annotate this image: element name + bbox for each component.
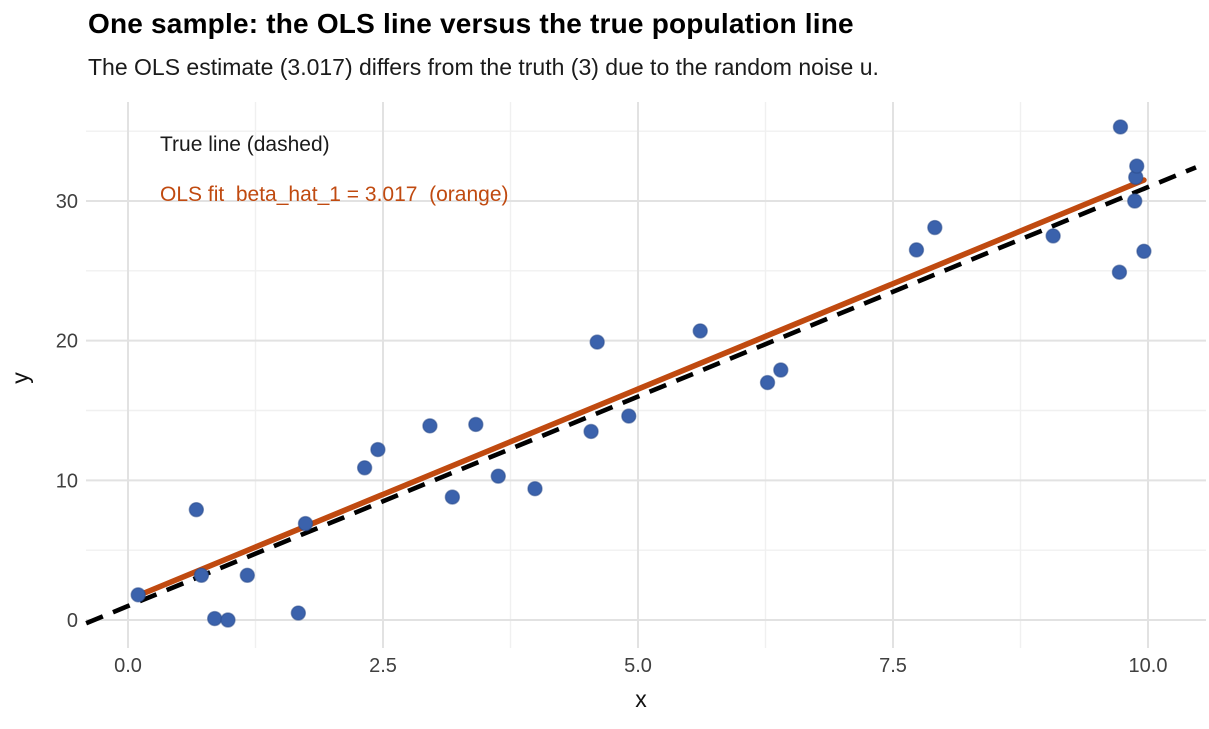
point-layer <box>130 119 1152 628</box>
x-tick-label: 2.5 <box>369 655 397 677</box>
x-tick-label: 0.0 <box>114 655 142 677</box>
data-point <box>290 605 307 621</box>
data-point <box>468 416 484 433</box>
grid-layer <box>86 102 1206 648</box>
true-line <box>85 165 1197 626</box>
data-point <box>220 612 236 628</box>
data-point <box>908 242 925 258</box>
data-point <box>188 501 205 518</box>
data-point <box>692 323 708 339</box>
x-axis-title: x <box>635 686 647 712</box>
y-tick-label: 10 <box>56 470 78 492</box>
y-tick-label: 30 <box>56 191 78 213</box>
data-point <box>490 468 506 484</box>
data-point <box>1136 243 1152 259</box>
data-point <box>773 362 789 378</box>
data-point <box>239 567 256 584</box>
data-point <box>927 219 943 236</box>
data-point <box>444 489 461 505</box>
data-point <box>1045 228 1061 244</box>
data-point <box>1112 119 1129 135</box>
data-point <box>193 567 210 584</box>
data-point <box>356 460 373 476</box>
data-point <box>422 418 438 434</box>
data-point <box>583 423 599 440</box>
axis-layer: 0.0 2.5 5.0 7.5 10.0 0 10 20 30 <box>56 191 1168 677</box>
chart-title: One sample: the OLS line versus the true… <box>88 8 854 39</box>
ols-line <box>135 177 1147 599</box>
data-point <box>1111 264 1128 280</box>
x-tick-label: 7.5 <box>879 655 907 677</box>
data-point <box>370 441 386 458</box>
data-point <box>1129 158 1145 174</box>
true-line-label: True line (dashed) <box>160 133 330 156</box>
data-point <box>1127 193 1143 209</box>
y-axis-title: y <box>7 372 33 384</box>
data-point <box>621 408 637 424</box>
data-point <box>527 481 543 497</box>
data-point <box>759 374 776 391</box>
line-layer <box>85 165 1197 626</box>
data-point <box>130 587 146 603</box>
y-tick-label: 20 <box>56 331 78 353</box>
ols-line-label: OLS fit beta_hat_1 = 3.017 (orange) <box>160 183 509 206</box>
y-tick-label: 0 <box>67 610 78 632</box>
data-point <box>589 334 605 350</box>
data-point <box>297 515 314 532</box>
x-tick-label: 5.0 <box>624 655 652 677</box>
chart-subtitle: The OLS estimate (3.017) differs from th… <box>88 54 879 80</box>
data-point <box>206 610 223 627</box>
x-tick-label: 10.0 <box>1129 655 1168 677</box>
